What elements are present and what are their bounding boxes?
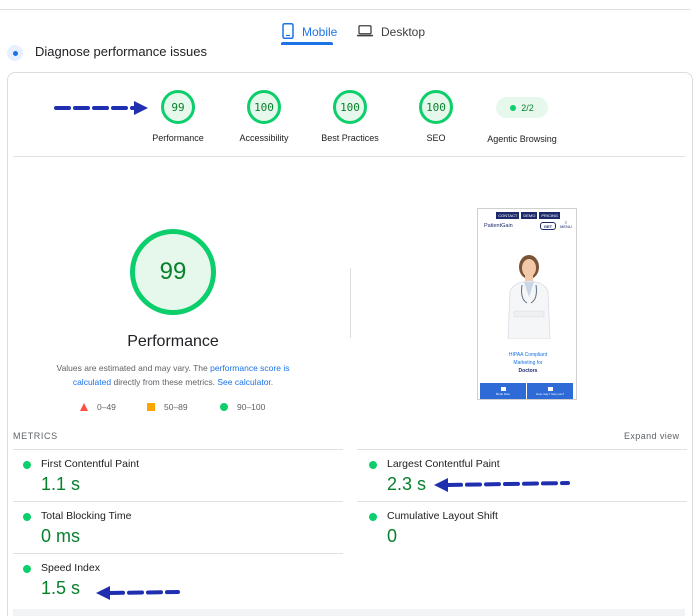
performance-main-label: Performance [127,333,219,350]
pass-dot-icon [23,461,31,469]
screenshot-menu-icon: ≡ MENU [560,220,572,229]
legend-range: 50–89 [164,402,188,412]
score-gauge-best-practices[interactable]: 100 Best Practices [300,90,400,143]
score-value: 100 [247,90,281,124]
tab-desktop[interactable]: Desktop [357,18,425,46]
note-text: Values are estimated and may vary. The [56,363,211,373]
screenshot-nav-item: DEMO [521,212,538,219]
page-screenshot-thumbnail[interactable]: CONTACT DEMO PRICING PatientGain GET ≡ ME… [477,208,577,400]
performance-main-gauge: 99 [130,229,216,315]
performance-score-link[interactable]: performance score is calculated [72,363,290,387]
tab-mobile[interactable]: Mobile [282,18,337,46]
agentic-value: 2/2 [521,102,534,113]
metric-name: First Contentful Paint [41,458,140,470]
metric-value: 1.5 s [41,578,81,598]
triangle-icon [80,403,88,411]
metric-divider [13,501,343,502]
screenshot-headline: HIPAA Compliant Marketing for Doctors [488,351,568,375]
score-gauge-accessibility[interactable]: 100 Accessibility [214,90,314,143]
metric-divider [357,449,687,450]
diagnose-icon [7,45,23,61]
note-text: directly from these metrics. [111,377,218,387]
laptop-icon [357,24,373,40]
metric-value: 1.1 s [41,474,81,494]
metric-divider [13,553,343,554]
score-label: Performance [152,133,204,143]
annotation-arrow-left-icon [96,586,180,600]
see-calculator-link[interactable]: See calculator. [217,377,274,387]
annotation-arrow-left-icon [434,478,570,492]
circle-icon [220,403,228,411]
tab-desktop-label: Desktop [381,25,426,39]
metric-divider [13,449,343,450]
screenshot-bar-label: How may I help you? [535,391,564,396]
metric-divider [357,501,687,502]
screenshot-nav-item: PRICING [539,212,560,219]
metric-name: Cumulative Layout Shift [387,510,498,522]
annotation-arrow-right-icon [54,101,148,115]
chat-icon [500,386,506,391]
screenshot-headline-line: Doctors [518,368,538,374]
person-icon [547,386,553,391]
score-value: 100 [333,90,367,124]
score-gauge-performance[interactable]: 99 Performance [128,90,228,143]
pass-dot-icon [23,513,31,521]
score-label: Accessibility [239,133,289,143]
screenshot-nav: CONTACT DEMO PRICING [496,212,560,219]
metric-value: 0 [387,526,398,546]
pass-dot-icon [369,461,377,469]
legend-item-average: 50–89 [147,402,188,412]
pass-dot-icon [369,513,377,521]
pass-dot-icon [510,104,517,111]
legend-range: 90–100 [237,402,266,412]
screenshot-get-button: GET [540,222,556,230]
score-note: Values are estimated and may vary. The p… [40,361,306,389]
score-value: 100 [419,90,453,124]
screenshot-bar-left: Book Now [480,383,527,399]
screenshot-nav-item: CONTACT [496,212,520,219]
pass-dot-icon [23,565,31,573]
screenshot-logo: PatientGain [484,223,513,229]
legend-item-fail: 0–49 [80,402,116,412]
screenshot-headline-line: Marketing for [513,360,543,366]
expand-view-toggle[interactable]: Expand view [624,431,680,441]
screenshot-menu-label: MENU [560,224,572,229]
top-divider [0,9,690,10]
vertical-divider [350,268,351,338]
score-value: 99 [161,90,195,124]
legend-range: 0–49 [97,402,116,412]
legend-item-pass: 90–100 [220,402,265,412]
screenshot-bottom-bar: Book Now How may I help you? [480,383,574,399]
score-label: SEO [426,133,446,143]
score-label: Best Practices [321,133,379,143]
report-card [7,72,693,616]
metric-value: 2.3 s [387,474,427,494]
metrics-heading: METRICS [13,431,58,441]
screenshot-bar-right: How may I help you? [527,383,574,399]
agentic-browsing-badge[interactable]: 2/2 [496,97,548,118]
section-title: Diagnose performance issues [35,44,207,59]
active-tab-indicator [281,42,333,45]
agentic-label: Agentic Browsing [487,134,557,144]
metric-value: 0 ms [41,526,81,546]
smartphone-icon [282,22,294,42]
tab-mobile-label: Mobile [302,25,338,39]
metric-name: Speed Index [41,562,100,574]
metric-name: Total Blocking Time [41,510,132,522]
square-icon [147,403,155,411]
score-gauge-seo[interactable]: 100 SEO [386,90,486,143]
doctor-image [507,255,551,339]
gauges-divider [13,156,685,157]
screenshot-headline-line: HIPAA Compliant [508,352,548,358]
card-footer-strip [13,609,685,616]
metric-name: Largest Contentful Paint [387,458,500,470]
screenshot-bar-label: Book Now [496,391,510,396]
